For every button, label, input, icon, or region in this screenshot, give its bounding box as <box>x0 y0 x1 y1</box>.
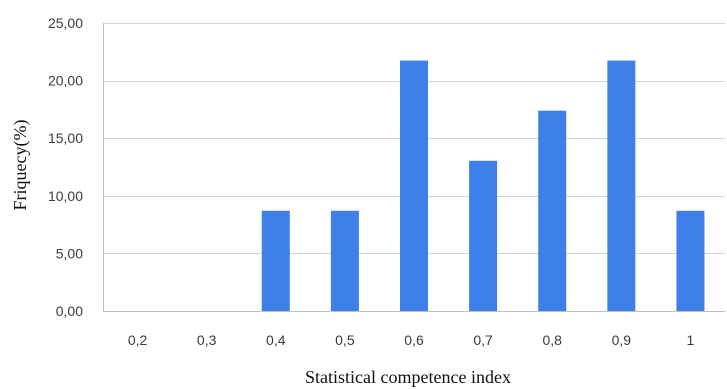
x-axis-title: Statistical competence index <box>305 367 511 387</box>
y-axis-title: Friquecy(%) <box>10 120 31 211</box>
y-tick-label: 20,00 <box>48 73 83 89</box>
bar-0-7 <box>469 160 498 311</box>
x-tick-label: 0,8 <box>542 332 562 348</box>
bar-0-9 <box>607 60 636 311</box>
x-tick-label: 0,2 <box>128 332 148 348</box>
y-tick-label: 15,00 <box>48 130 83 146</box>
x-tick-label: 0,3 <box>197 332 217 348</box>
y-tick-label: 10,00 <box>48 188 83 204</box>
bar-0-5 <box>330 210 359 311</box>
y-tick-label: 25,00 <box>48 15 83 31</box>
plot-frame <box>103 23 725 312</box>
y-tick-labels: 0,00 5,00 10,00 15,00 20,00 25,00 <box>48 15 83 319</box>
y-tick-label: 0,00 <box>56 303 83 319</box>
bar-0-6 <box>400 60 428 311</box>
bars <box>261 60 705 311</box>
y-tick-label: 5,00 <box>56 245 83 261</box>
x-tick-label: 0,6 <box>404 332 424 348</box>
x-tick-label: 0,7 <box>473 332 493 348</box>
x-tick-label: 0,5 <box>335 332 355 348</box>
x-tick-label: 1 <box>687 332 695 348</box>
bar-0-8 <box>538 110 567 311</box>
x-tick-label: 0,4 <box>266 332 286 348</box>
x-tick-labels: 0,2 0,3 0,4 0,5 0,6 0,7 0,8 0,9 1 <box>128 332 695 348</box>
bar-1 <box>676 210 705 311</box>
x-tick-label: 0,9 <box>612 332 632 348</box>
bar-0-4 <box>261 210 290 311</box>
